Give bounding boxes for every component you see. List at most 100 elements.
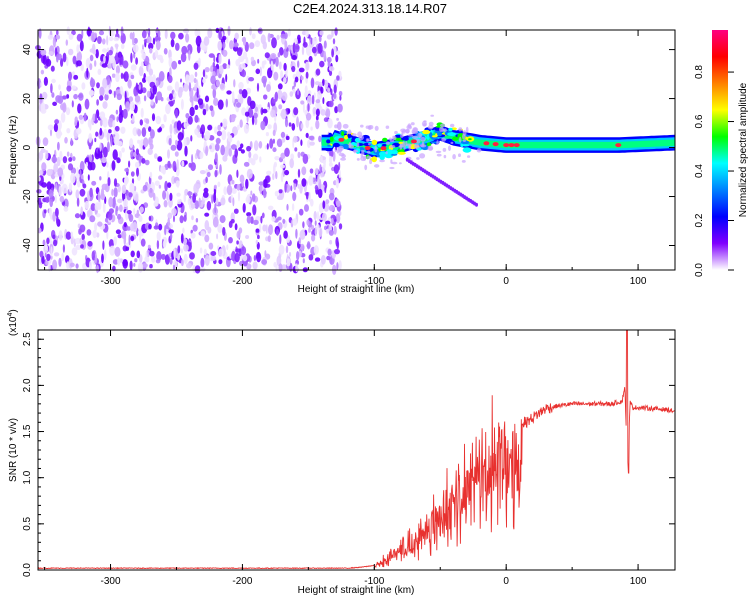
noise-blob	[333, 84, 337, 94]
noise-blob	[207, 124, 213, 131]
noise-blob	[317, 42, 323, 54]
noise-blob	[65, 107, 71, 116]
signal-halo	[407, 134, 414, 137]
noise-blob	[277, 52, 281, 58]
noise-blob	[146, 35, 152, 44]
noise-blob	[280, 33, 287, 39]
noise-blob	[148, 188, 154, 198]
noise-blob	[246, 168, 253, 179]
noise-blob	[76, 127, 82, 135]
noise-blob	[88, 133, 93, 143]
noise-blob	[328, 66, 335, 72]
noise-blob	[175, 166, 180, 177]
signal-halo	[436, 140, 439, 145]
noise-blob	[308, 55, 313, 63]
signal-blob	[429, 132, 433, 139]
noise-blob	[51, 92, 55, 98]
noise-blob	[205, 145, 209, 157]
noise-blob	[249, 42, 255, 50]
noise-blob	[183, 214, 187, 222]
noise-blob	[281, 264, 287, 270]
noise-blob	[89, 78, 96, 88]
signal-halo	[405, 128, 410, 134]
noise-blob	[210, 255, 217, 262]
noise-blob	[330, 254, 333, 265]
noise-blob	[297, 151, 301, 159]
noise-blob	[299, 229, 306, 240]
noise-blob	[236, 240, 239, 245]
noise-blob	[194, 265, 201, 274]
noise-blob	[218, 259, 223, 265]
noise-blob	[94, 137, 97, 143]
noise-blob	[121, 147, 125, 153]
noise-blob	[212, 88, 217, 99]
noise-blob	[286, 261, 291, 267]
noise-blob	[66, 56, 69, 67]
noise-blob	[270, 53, 277, 60]
noise-blob	[165, 103, 171, 115]
noise-blob	[81, 233, 85, 241]
noise-blob	[97, 221, 103, 227]
noise-blob	[183, 137, 187, 148]
noise-blob	[111, 160, 116, 171]
noise-blob	[135, 193, 139, 203]
signal-halo	[406, 143, 412, 147]
noise-blob	[123, 222, 127, 228]
noise-blob	[132, 36, 135, 46]
noise-blob	[62, 244, 65, 253]
noise-blob	[151, 255, 156, 263]
noise-blob	[320, 254, 326, 265]
noise-blob	[295, 263, 299, 273]
noise-blob	[95, 49, 99, 59]
noise-blob	[91, 250, 96, 261]
noise-blob	[156, 54, 163, 61]
noise-blob	[337, 121, 342, 131]
noise-blob	[242, 254, 248, 262]
noise-blob	[110, 136, 113, 147]
noise-blob	[50, 246, 53, 257]
noise-blob	[311, 46, 317, 54]
noise-blob	[314, 220, 317, 227]
noise-blob	[149, 129, 155, 139]
x-tick-label: -300	[101, 576, 121, 587]
noise-blob	[195, 179, 201, 190]
noise-blob	[76, 179, 81, 188]
noise-blob	[222, 41, 226, 49]
noise-blob	[324, 79, 329, 90]
noise-blob	[59, 195, 65, 203]
signal-halo	[389, 144, 396, 149]
noise-blob	[96, 232, 100, 238]
noise-blob	[246, 263, 252, 270]
noise-blob	[229, 40, 234, 50]
noise-blob	[58, 230, 63, 241]
noise-blob	[335, 177, 339, 189]
signal-halo	[462, 130, 467, 137]
noise-blob	[251, 115, 255, 126]
noise-blob	[277, 216, 282, 221]
noise-blob	[103, 249, 107, 261]
signal-halo	[427, 145, 434, 151]
noise-blob	[102, 240, 105, 250]
noise-blob	[292, 191, 297, 202]
noise-blob	[174, 151, 179, 157]
noise-blob	[134, 95, 141, 103]
noise-blob	[210, 251, 217, 256]
noise-blob	[157, 156, 163, 162]
noise-blob	[274, 156, 280, 161]
noise-blob	[263, 178, 268, 189]
noise-blob	[336, 75, 340, 81]
noise-blob	[86, 67, 89, 78]
noise-blob	[94, 253, 98, 264]
noise-blob	[334, 248, 340, 255]
noise-blob	[189, 74, 195, 83]
noise-blob	[267, 235, 271, 243]
noise-blob	[54, 194, 57, 204]
noise-blob	[273, 71, 279, 81]
noise-blob	[308, 191, 311, 203]
noise-blob	[53, 252, 60, 257]
noise-blob	[167, 149, 170, 159]
noise-blob	[75, 244, 82, 250]
noise-blob	[286, 258, 291, 263]
noise-blob	[170, 31, 176, 40]
noise-blob	[313, 210, 317, 221]
